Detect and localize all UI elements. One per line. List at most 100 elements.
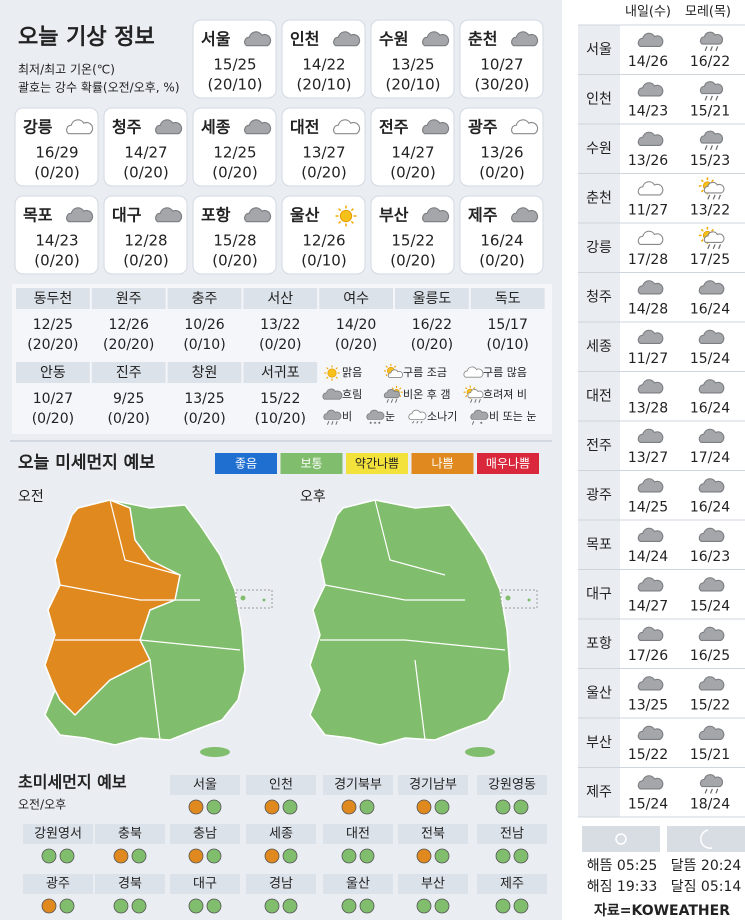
cloud bbox=[699, 31, 724, 45]
weather-icon bbox=[422, 207, 450, 223]
sun-ray bbox=[385, 373, 388, 377]
sun-ray bbox=[326, 367, 329, 370]
city-name: 울산 bbox=[586, 685, 612, 701]
sun-ray bbox=[711, 179, 714, 183]
city-name: 동두천 bbox=[34, 291, 73, 307]
temperature: 11/27 bbox=[628, 203, 668, 219]
weather-icon bbox=[422, 119, 450, 135]
cloud bbox=[698, 577, 725, 592]
drop bbox=[478, 399, 481, 403]
cloud bbox=[333, 31, 361, 47]
weather-icon bbox=[699, 31, 724, 52]
region-name: 대구 bbox=[193, 877, 217, 892]
temperature: 15/24 bbox=[628, 797, 668, 813]
cloud bbox=[637, 527, 664, 542]
cloud bbox=[408, 409, 427, 420]
cloud bbox=[383, 389, 400, 399]
city-name: 안동 bbox=[40, 365, 66, 381]
dust-dot bbox=[282, 898, 298, 914]
legend-label: 소나기 bbox=[427, 410, 457, 423]
city-name: 창원 bbox=[192, 365, 218, 381]
dust-dot bbox=[359, 898, 375, 914]
sun-ray bbox=[350, 220, 354, 224]
region-name: 충남 bbox=[193, 827, 217, 842]
city-name: 제주 bbox=[586, 784, 612, 800]
dust-dot bbox=[264, 898, 280, 914]
sun-icon bbox=[615, 833, 627, 845]
weather-icon bbox=[422, 31, 450, 47]
dust-dot bbox=[188, 898, 204, 914]
weather-icon bbox=[155, 119, 183, 135]
rain-probability: (20/10) bbox=[297, 76, 352, 94]
sun-ray bbox=[700, 228, 704, 232]
title: 오늘 기상 정보 bbox=[18, 25, 155, 50]
weather-icon bbox=[322, 388, 343, 400]
drop bbox=[420, 420, 423, 424]
region-name: 세종 bbox=[269, 827, 293, 842]
weather-icon bbox=[698, 577, 725, 592]
dust-dot bbox=[113, 898, 129, 914]
cloud bbox=[703, 231, 725, 243]
sun bbox=[339, 209, 353, 223]
cloud bbox=[637, 82, 664, 97]
moon-time: 달뜸 20:24 bbox=[671, 858, 742, 874]
rain-probability: (10/20) bbox=[255, 411, 306, 427]
legend-swatch bbox=[280, 453, 343, 474]
city-name: 목포 bbox=[23, 206, 53, 225]
sun-ray bbox=[473, 387, 476, 390]
city-name: 대전 bbox=[586, 388, 612, 404]
drop bbox=[710, 145, 713, 151]
legend-label: 흐려져 비 bbox=[483, 388, 527, 401]
sun-ray bbox=[350, 208, 354, 212]
cloud bbox=[322, 388, 343, 400]
drop bbox=[710, 788, 713, 794]
dust-dot bbox=[513, 799, 529, 815]
cloud bbox=[66, 119, 94, 135]
dust-dot bbox=[41, 848, 57, 864]
column-header: 모레(목) bbox=[685, 5, 731, 20]
city-header bbox=[167, 362, 242, 383]
weather-icon bbox=[323, 409, 342, 425]
temperature: 14/20 bbox=[336, 317, 376, 333]
rain-probability: (0/20) bbox=[259, 337, 301, 353]
weather-icon bbox=[511, 119, 539, 135]
map-border bbox=[374, 499, 446, 576]
temperature: 15/25 bbox=[213, 56, 256, 74]
city-header bbox=[319, 288, 393, 309]
drop bbox=[704, 145, 708, 151]
city-name: 강릉 bbox=[586, 240, 612, 256]
dust-dot bbox=[359, 848, 375, 864]
dust-dot bbox=[206, 898, 222, 914]
city-name: 광주 bbox=[586, 487, 612, 503]
legend-label: 맑음 bbox=[342, 366, 362, 379]
cloud bbox=[637, 676, 664, 691]
temperature: 13/26 bbox=[480, 144, 523, 162]
weather-icon bbox=[698, 280, 725, 295]
temperature: 12/25 bbox=[213, 144, 256, 162]
weather-icon bbox=[637, 676, 664, 691]
city-header bbox=[16, 362, 90, 383]
temperature: 13/26 bbox=[628, 153, 668, 169]
sun-ray bbox=[465, 395, 468, 398]
temperature: 14/27 bbox=[391, 144, 434, 162]
cloud bbox=[637, 329, 664, 344]
weather-icon bbox=[698, 725, 725, 740]
city-name: 전주 bbox=[586, 438, 612, 454]
weather-icon bbox=[637, 32, 664, 47]
weather-icon bbox=[511, 31, 539, 47]
temperature: 14/26 bbox=[628, 54, 668, 70]
sun-time: 해뜸 05:25 bbox=[587, 858, 658, 874]
cloud bbox=[422, 207, 450, 223]
temperature: 14/23 bbox=[628, 104, 668, 120]
rain-probability: (0/20) bbox=[123, 252, 168, 270]
temperature: 12/25 bbox=[33, 317, 73, 333]
legend-label: 비 또는 눈 bbox=[489, 410, 536, 423]
city-name: 서울 bbox=[201, 30, 231, 49]
temperature: 13/27 bbox=[302, 144, 345, 162]
dust-dot bbox=[59, 898, 75, 914]
map-land bbox=[309, 499, 511, 746]
cloud bbox=[637, 379, 664, 394]
dust-dot bbox=[206, 848, 222, 864]
cloud bbox=[698, 626, 725, 641]
drop bbox=[386, 399, 389, 403]
